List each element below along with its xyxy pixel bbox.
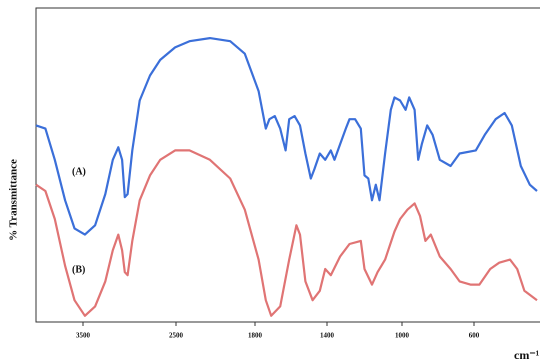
x-tick-label: 1400 xyxy=(320,332,335,340)
spectrum-line xyxy=(35,149,538,317)
annotation: (A) xyxy=(72,166,86,177)
x-tick-label: 1000 xyxy=(395,332,410,340)
spectrum-line xyxy=(35,37,538,236)
x-tick-label: 1800 xyxy=(248,332,263,340)
annotation: (B) xyxy=(72,264,85,275)
y-axis-label: % Transmittance xyxy=(8,159,20,241)
x-tick-label: 600 xyxy=(469,332,480,340)
x-tick-label: 2500 xyxy=(169,332,184,340)
plot-frame xyxy=(35,7,540,323)
x-tick-label: 3500 xyxy=(76,332,91,340)
x-axis-label: cm⁻¹ xyxy=(514,348,540,362)
